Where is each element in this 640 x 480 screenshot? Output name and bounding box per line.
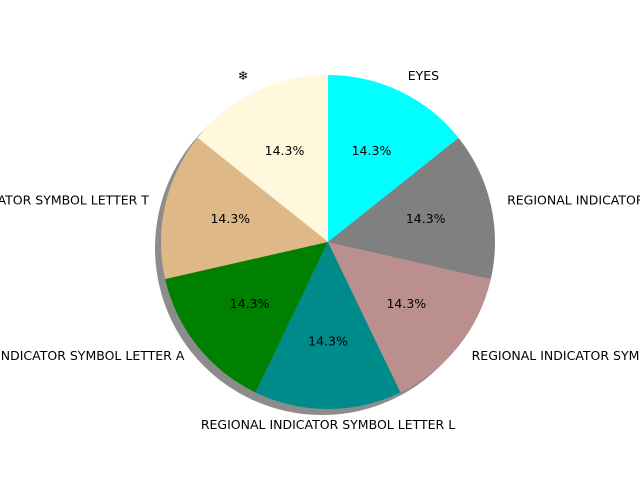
- pie-labels: ❄ 14.3% REGIONAL INDICATOR SYMBOL LETTER T…: [0, 68, 640, 432]
- pie-slice-label: REGIONAL INDICATOR SYMBOL LETTER A: [0, 348, 185, 363]
- pie-slice-3: [255, 242, 401, 409]
- pie-slice-percentage: 14.3%: [230, 296, 270, 311]
- pie-slices: [161, 75, 496, 409]
- pie-slice-4: [328, 242, 491, 393]
- pie-slice-percentage: 14.3%: [210, 211, 250, 226]
- pie-slice-label: ❄: [238, 68, 248, 83]
- pie-slice-label: EYES: [408, 68, 439, 83]
- pie-slice-1: [161, 137, 328, 280]
- pie-slice-percentage: 14.3%: [386, 296, 426, 311]
- pie-slice-0: [197, 75, 328, 242]
- pie-slice-percentage: 14.3%: [265, 143, 305, 158]
- pie-slice-5: [328, 137, 496, 280]
- pie-slice-label: REGIONAL INDICATOR SYMBOL LETTER T: [0, 193, 149, 208]
- pie-slice-label: REGIONAL INDICATOR SYMBOL LETTER L: [201, 417, 455, 432]
- pie-slice-percentage: 14.3%: [406, 211, 446, 226]
- pie-slice-label: REGIONAL INDICATOR SYMBOL LETTER L: [507, 193, 640, 208]
- pie-slice-label: REGIONAL INDICATOR SYMBOL LETTER L: [472, 348, 640, 363]
- pie-slice-6: [328, 75, 459, 242]
- pie-slice-2: [165, 242, 328, 393]
- pie-slice-percentage: 14.3%: [308, 334, 348, 349]
- pie-slice-percentage: 14.3%: [352, 143, 392, 158]
